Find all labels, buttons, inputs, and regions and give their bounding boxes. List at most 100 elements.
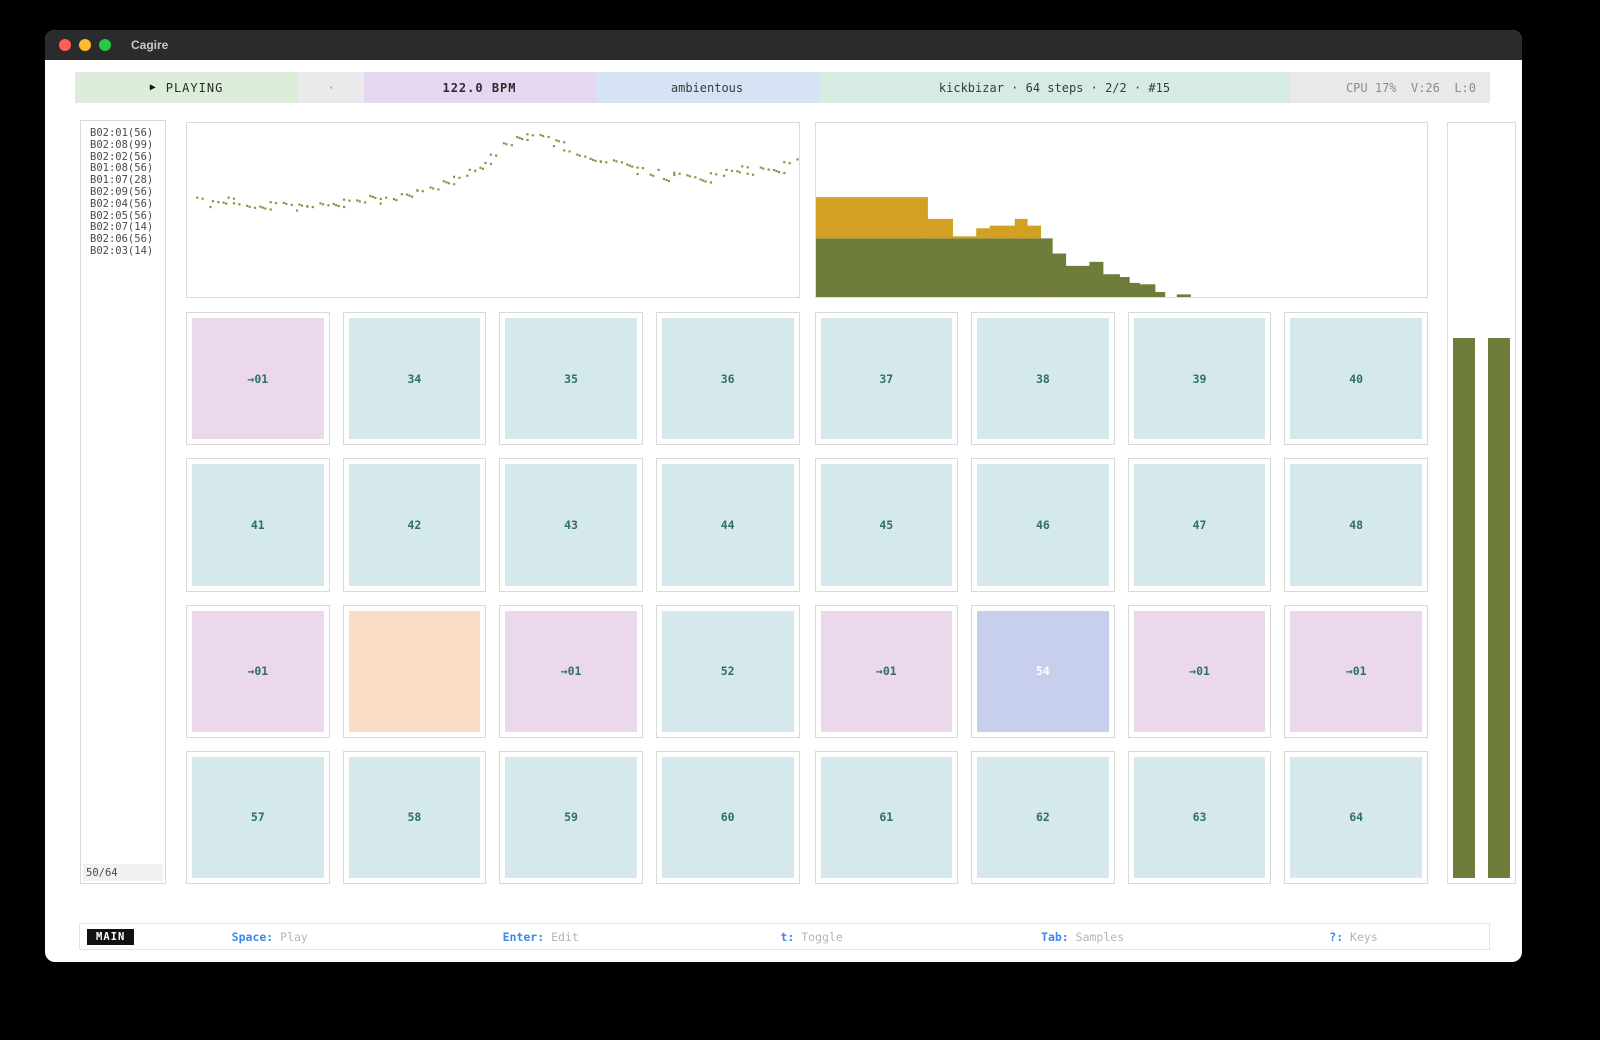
pad-cell-label: 46	[977, 464, 1109, 586]
pad-cell-label: 64	[1290, 756, 1422, 878]
pad-cell-label: 34	[348, 318, 481, 440]
pad-cell-label: →01	[1290, 610, 1422, 732]
pad-cell[interactable]: 59	[499, 750, 643, 884]
pad-cell-label: 35	[505, 318, 637, 440]
pad-cell[interactable]: 61	[814, 750, 959, 884]
histogram-chart	[814, 122, 1428, 298]
pad-cell[interactable]: →01	[1284, 604, 1428, 738]
window-title: Cagire	[131, 38, 169, 52]
sample-list-item[interactable]: B02:05(56)	[90, 209, 154, 222]
bpm-display[interactable]: 122.0 BPM	[364, 72, 595, 103]
waveform-chart	[186, 122, 800, 298]
pad-cell-label: 48	[1290, 464, 1422, 586]
pad-cell-label: 61	[820, 756, 953, 878]
shortcut-hint: Tab: Samples	[1041, 929, 1125, 944]
pad-cell-label: 59	[505, 756, 637, 878]
pad-cell-label: 63	[1133, 756, 1266, 878]
pad-cell-label: 47	[1133, 464, 1266, 586]
pad-cell-label: 58	[348, 756, 481, 878]
pad-cell-label: 45	[820, 464, 953, 586]
pad-cell[interactable]: 34	[342, 312, 487, 446]
pad-cell[interactable]: 40	[1284, 312, 1428, 446]
histogram-svg	[815, 197, 1191, 297]
pad-cell[interactable]: →01	[814, 604, 959, 738]
status-bar: ▶ PLAYING · 122.0 BPM ambientous kickbiz…	[75, 72, 1490, 103]
zoom-button[interactable]	[99, 39, 111, 51]
footer-bar: MAIN Space: Play Enter: Edit t: Toggle Tab:…	[79, 923, 1490, 950]
shortcut-hint: Space: Play	[231, 929, 308, 944]
pad-cell[interactable]: 46	[971, 458, 1115, 592]
pad-cell-label: 52	[661, 610, 794, 732]
pad-cell[interactable]	[342, 604, 487, 738]
sample-list-item[interactable]: B02:02(56)	[90, 150, 154, 163]
sample-sidebar: B02:01(56) B02:08(99) B02:02(56) B01:08(56)…	[80, 120, 166, 884]
transport-label: PLAYING	[165, 80, 224, 95]
minimize-button[interactable]	[79, 39, 91, 51]
pad-cell-label	[348, 610, 481, 732]
pad-cell-label: 36	[661, 318, 794, 440]
app-window: Cagire ▶ PLAYING · 122.0 BPM ambientous …	[45, 30, 1522, 962]
sample-list: B02:01(56) B02:08(99) B02:02(56) B01:08(56)…	[81, 121, 165, 258]
pad-cell-label: →01	[505, 610, 637, 732]
transport-status[interactable]: ▶ PLAYING	[75, 72, 298, 103]
pack-name[interactable]: ambientous	[595, 72, 819, 103]
close-button[interactable]	[59, 39, 71, 51]
pad-cell-label: 44	[661, 464, 794, 586]
sample-list-item[interactable]: B01:08(56)	[90, 162, 154, 175]
pad-cell[interactable]: 60	[655, 750, 800, 884]
pad-cell-label: 60	[661, 756, 794, 878]
pad-cell[interactable]: →01	[1127, 604, 1272, 738]
pad-cell[interactable]: 43	[499, 458, 643, 592]
shortcut-hint: t: Toggle	[780, 929, 843, 944]
waveform-svg	[196, 133, 799, 212]
pad-cell[interactable]: 41	[186, 458, 330, 592]
title-bar: Cagire	[45, 30, 1522, 60]
pad-cell[interactable]: 47	[1127, 458, 1272, 592]
level-meters	[1447, 122, 1516, 884]
pad-cell[interactable]: 64	[1284, 750, 1428, 884]
pad-cell[interactable]: 48	[1284, 458, 1428, 592]
pad-cell[interactable]: →01	[186, 604, 330, 738]
session-info: kickbizar · 64 steps · 2/2 · #15	[819, 72, 1290, 103]
sample-list-item[interactable]: B02:07(14)	[90, 221, 154, 234]
window-controls	[59, 39, 111, 51]
pad-cell[interactable]: 54	[971, 604, 1115, 738]
meter-bar-left	[1453, 338, 1475, 878]
pad-cell[interactable]: →01	[186, 312, 330, 446]
pad-cell[interactable]: 52	[655, 604, 800, 738]
pad-cell-label: 43	[505, 464, 637, 586]
pad-cell[interactable]: 45	[814, 458, 959, 592]
sample-list-item[interactable]: B02:01(56)	[90, 127, 154, 139]
pad-cell-label: 38	[977, 318, 1109, 440]
sample-list-item[interactable]: B02:09(56)	[90, 185, 154, 198]
pad-cell[interactable]: 62	[971, 750, 1115, 884]
pad-cell[interactable]: 44	[655, 458, 800, 592]
pad-cell[interactable]: 42	[342, 458, 487, 592]
shortcut-hint: ?: Keys	[1329, 929, 1378, 944]
pad-cell-label: →01	[192, 610, 324, 732]
pad-cell-label: 54	[977, 610, 1109, 732]
pad-cell-label: 37	[820, 318, 953, 440]
pad-cell[interactable]: →01	[499, 604, 643, 738]
pad-cell[interactable]: 35	[499, 312, 643, 446]
pad-grid-right: 37 38 39 40 45 46 47 48 →01 54 →01 →01 61 62 63 64	[814, 312, 1428, 884]
sample-counter: 50/64	[83, 864, 163, 881]
pad-cell-label: →01	[820, 610, 953, 732]
pad-cell[interactable]: 39	[1127, 312, 1272, 446]
pad-cell-label: →01	[1133, 610, 1266, 732]
sample-list-item[interactable]: B02:08(99)	[90, 138, 154, 151]
pad-cell[interactable]: 58	[342, 750, 487, 884]
sample-list-item[interactable]: B02:03(14)	[90, 244, 154, 257]
sample-list-item[interactable]: B01:07(28)	[90, 174, 154, 187]
pad-cell[interactable]: 36	[655, 312, 800, 446]
main-area: →01 34 35 36 41 42 43 44 →01 →01 52 57 58 59 60 37 38 39…	[186, 122, 1428, 884]
shortcut-hints: Space: Play Enter: Edit t: Toggle Tab: Samp…	[134, 930, 1489, 944]
pad-cell[interactable]: 37	[814, 312, 959, 446]
play-icon: ▶	[149, 82, 157, 93]
pad-cell[interactable]: 63	[1127, 750, 1272, 884]
sample-list-item[interactable]: B02:06(56)	[90, 233, 154, 246]
sample-list-item[interactable]: B02:04(56)	[90, 197, 154, 210]
system-stats: CPU 17% V:26 L:0	[1290, 72, 1490, 103]
pad-cell[interactable]: 38	[971, 312, 1115, 446]
pad-cell[interactable]: 57	[186, 750, 330, 884]
